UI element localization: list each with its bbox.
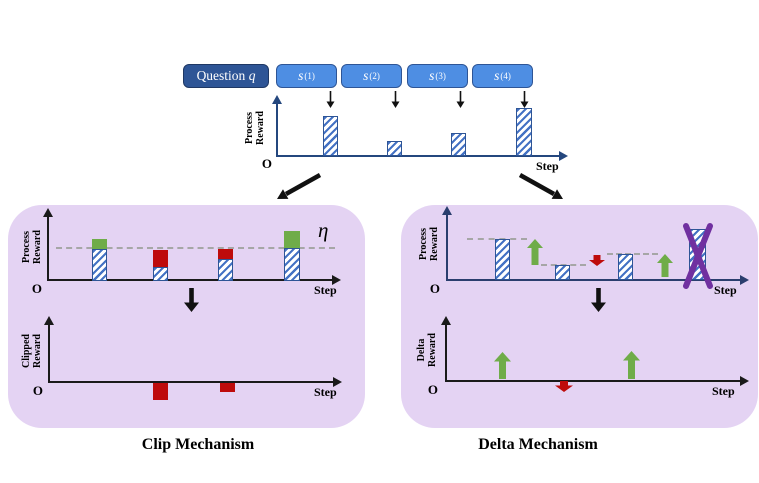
step-superscript: (4) (500, 71, 511, 81)
y-axis-arrowhead (441, 316, 451, 325)
origin-label: O (261, 156, 272, 171)
y-axis (47, 216, 49, 280)
question-box: Question q (183, 64, 269, 88)
step-box-4: s (4) (472, 64, 533, 88)
reward-bar-2 (153, 267, 168, 281)
threshold-eta-label: η (318, 218, 329, 242)
y-axis-arrowhead (442, 206, 452, 215)
x-axis-label: Step (712, 384, 735, 398)
step-box-1: s (1) (276, 64, 337, 88)
x-axis-label: Step (314, 283, 337, 297)
reward-bar-4 (516, 108, 532, 156)
y-axis-label: Clipped Reward (21, 334, 43, 368)
x-axis-arrowhead (332, 275, 341, 285)
y-axis-label: Process Reward (244, 111, 266, 145)
clip-mechanism-panel: Process Reward O Step η Clipped Reward (8, 205, 365, 428)
question-symbol: q (248, 68, 256, 83)
reward-bar-2 (555, 265, 570, 280)
x-axis (48, 381, 334, 383)
x-axis-arrowhead (740, 275, 749, 285)
reward-bar-3 (618, 254, 633, 280)
delta-down-arrow-icon (589, 255, 605, 266)
over-threshold-cap-4 (284, 231, 300, 248)
y-axis-arrowhead (43, 208, 53, 217)
y-axis (48, 324, 50, 381)
transform-down-arrow-icon (591, 288, 606, 312)
reward-bar-1 (495, 239, 510, 280)
clipped-negative-bar-3 (220, 383, 235, 392)
delta-down-arrow-icon (555, 381, 573, 392)
reward-bar-3 (451, 133, 466, 156)
step-superscript: (2) (369, 71, 380, 81)
threshold-dashed-line (56, 247, 335, 249)
clipped-negative-bar-2 (153, 383, 168, 400)
delta-up-arrow-icon (623, 351, 640, 379)
step-superscript: (3) (435, 71, 446, 81)
x-axis (47, 279, 333, 281)
step-symbol: s (494, 68, 500, 83)
clip-mechanism-title: Clip Mechanism (141, 436, 255, 453)
question-label: Question (196, 68, 246, 83)
y-axis-arrowhead (272, 95, 282, 104)
x-axis-label: Step (314, 385, 337, 399)
y-axis-label: Process Reward (418, 227, 440, 261)
y-axis (446, 214, 448, 279)
over-threshold-cap-1 (92, 239, 107, 249)
reward-bar-3 (218, 259, 233, 281)
y-axis-arrowhead (44, 316, 54, 325)
x-axis (446, 279, 741, 281)
reward-bar-4 (284, 248, 300, 281)
y-axis (445, 324, 447, 380)
step-superscript: (1) (304, 71, 315, 81)
origin-label: O (31, 281, 42, 296)
x-axis-arrowhead (333, 377, 342, 387)
down-arrow-icon (391, 91, 400, 108)
x-axis-label: Step (536, 159, 559, 173)
down-arrow-icon (326, 91, 335, 108)
origin-label: O (427, 382, 438, 397)
down-arrow-icon (456, 91, 465, 108)
x-axis-label: Step (714, 283, 737, 297)
delta-mechanism-panel: Process Reward O Step (401, 205, 758, 428)
x-axis (445, 380, 741, 382)
step-symbol: s (429, 68, 435, 83)
y-axis-label: Process Reward (21, 230, 43, 264)
reward-bar-1 (92, 249, 107, 281)
origin-label: O (32, 383, 43, 398)
delta-up-arrow-icon (527, 239, 543, 265)
x-axis-arrowhead (559, 151, 568, 161)
x-axis-arrowhead (740, 376, 749, 386)
transform-down-arrow-icon (184, 288, 199, 312)
y-axis (276, 103, 278, 157)
branch-arrow-right-icon (518, 173, 563, 199)
y-axis-label: Delta Reward (416, 333, 438, 367)
origin-label: O (429, 281, 440, 296)
deficit-cap-3 (218, 249, 233, 259)
x-axis (276, 155, 560, 157)
step-symbol: s (363, 68, 369, 83)
step-box-3: s (3) (407, 64, 468, 88)
step-box-2: s (2) (341, 64, 402, 88)
delta-mechanism-title: Delta Mechanism (478, 436, 598, 453)
branch-arrow-left-icon (277, 173, 322, 199)
delta-up-arrow-icon (494, 352, 511, 379)
reward-bar-1 (323, 116, 338, 156)
delta-up-arrow-icon (657, 254, 673, 277)
discard-cross-icon (683, 223, 713, 289)
reward-bar-2 (387, 141, 402, 156)
deficit-cap-2 (153, 250, 168, 267)
down-arrow-icon (520, 91, 529, 108)
step-symbol: s (298, 68, 304, 83)
